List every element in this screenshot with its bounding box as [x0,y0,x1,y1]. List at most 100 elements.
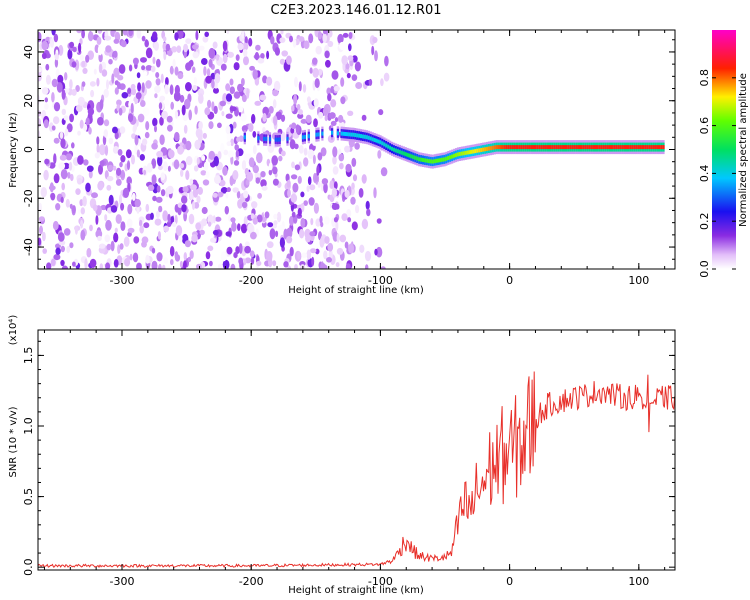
spectrogram-noise-cell [114,131,119,140]
spectrogram-noise-cell [300,191,305,198]
spectrogram-noise-cell [233,91,241,99]
spectrogram-noise-cell [225,125,231,135]
spectrogram-noise-cell [198,93,204,104]
spectrogram-noise-cell [329,180,334,189]
spectrogram-noise-cell [38,216,45,222]
spectrogram-noise-cell [172,59,176,69]
spectrogram-noise-cell [130,102,134,114]
spectrogram-noise-cell [376,218,382,224]
spectrogram-noise-cell [60,259,65,267]
spectrogram-noise-cell [144,131,150,139]
spectrogram-noise-cell [312,67,320,78]
signal-core [522,145,525,150]
signal-core [569,145,572,150]
spectrogram-noise-cell [51,125,56,131]
spectrogram-noise-cell [185,38,192,44]
spectrogram-noise-cell [219,179,226,187]
spectrogram-noise-cell [154,85,161,94]
signal-core [468,150,471,155]
spectrogram-noise-cell [38,110,42,117]
spectrogram-noise-cell [61,265,69,269]
signal-core [379,140,382,145]
spectrogram-noise-cell [158,263,162,269]
spectrogram-noise-cell [201,218,208,227]
spectrogram-noise-cell [298,145,304,154]
signal-core [458,152,462,156]
spectrogram-noise-cell [193,202,200,209]
spectrogram-noise-cell [79,199,84,207]
spectrogram-noise-cell [98,52,103,63]
colorbar-ticks: 0.0 0.2 0.4 0.6 0.8 [698,69,736,278]
spectrogram-noise-cell [61,108,66,116]
spectrogram-noise-cell [299,228,305,239]
signal-core [612,145,615,150]
spectrogram-noise-cell [92,204,98,212]
signal-core [648,145,651,150]
signal-core [336,131,339,136]
spectrogram-noise-cell [38,72,42,82]
spectrogram-noise-cell [163,161,168,172]
spectrogram-noise-cell [41,87,49,95]
spectrogram-noise-cell [112,146,119,154]
spectrogram-noise-cell [136,30,142,39]
spectrogram-noise-cell [241,160,247,171]
spectrogram-noise-cell [290,174,298,180]
spectrogram-noise-cell [332,146,338,158]
signal-core [377,139,380,144]
spectrogram-noise-cell [181,104,186,116]
spectrogram-noise-cell [130,83,136,90]
spectrogram-noise-cell [219,100,226,107]
spectrogram-noise-cell [169,209,174,217]
spectrogram-noise-cell [292,182,299,193]
x-tick-label: 100 [628,274,649,287]
colorbar-tick-label: 0.8 [698,69,711,87]
spectrogram-noise-cell [303,157,309,167]
spectrogram-noise-cell [272,166,278,175]
spectrogram-noise-cell [173,159,180,170]
spectrogram-noise-cell [215,216,222,222]
signal-core [400,150,403,155]
signal-core [286,136,289,141]
spectrogram-noise-cell [103,119,110,127]
signal-core [501,145,504,150]
spectrogram-noise-cell [323,30,327,35]
signal-core [656,145,659,150]
spectrogram-noise-cell [229,106,237,112]
signal-core [644,145,648,150]
spectrogram-noise-cell [80,219,84,229]
spectrogram-noise-cell [210,237,217,243]
spectrogram-noise-cell [168,149,175,159]
spectrogram-noise-cell [77,96,85,106]
signal-core [371,137,374,142]
signal-core [579,145,582,150]
signal-core [437,158,440,163]
spectrogram-noise-cell [202,179,210,186]
spectrogram-noise-cell [205,251,211,260]
spectrogram-noise-cell [229,175,234,186]
spectrogram-noise-cell [249,65,256,71]
spectrogram-noise-cell [191,234,198,243]
spectrogram-noise-cell [237,42,244,51]
signal-core [520,145,524,150]
signal-core [331,130,334,135]
spectrogram-noise-cell [310,218,314,226]
spectrogram-noise-cell [336,247,344,255]
signal-core [592,145,595,150]
spectrogram-noise-cell [320,147,327,157]
spectrogram-noise-cell [151,142,158,150]
signal-core [503,145,506,150]
snr-scale-label: (x10⁴) [8,315,19,346]
spectrogram-noise-cell [89,81,96,87]
spectrogram-noise-cell [100,204,107,211]
spectrogram-noise-cell [80,229,86,241]
spectrogram-noise-cell [220,142,225,154]
signal-core [470,149,473,154]
y-tick-label: -20 [22,189,35,207]
spectrogram-noise-cell [70,173,74,182]
spectrogram-noise-cell [169,65,174,75]
spectrogram-noise-cell [126,218,133,228]
spectrogram-noise-cell [294,264,298,269]
spectrogram-noise-cell [213,87,219,94]
spectrogram-noise-cell [225,93,233,102]
